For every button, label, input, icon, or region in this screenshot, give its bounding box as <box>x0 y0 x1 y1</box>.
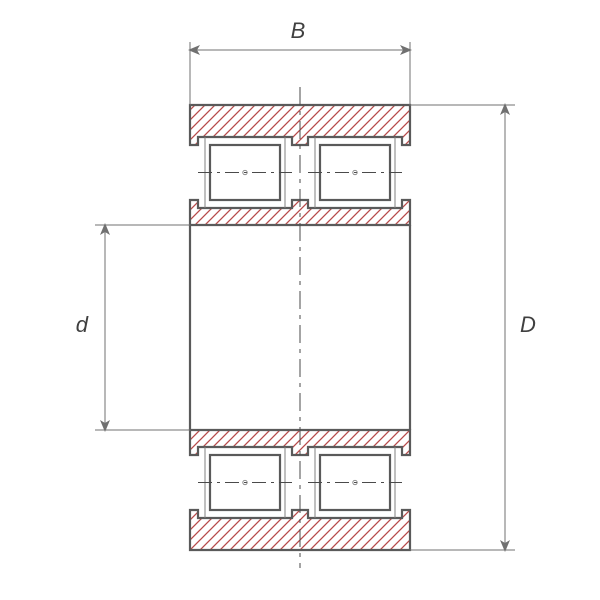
dim-label-d: d <box>76 312 89 337</box>
dim-label-D: D <box>520 312 536 337</box>
dim-label-B: B <box>291 18 306 43</box>
